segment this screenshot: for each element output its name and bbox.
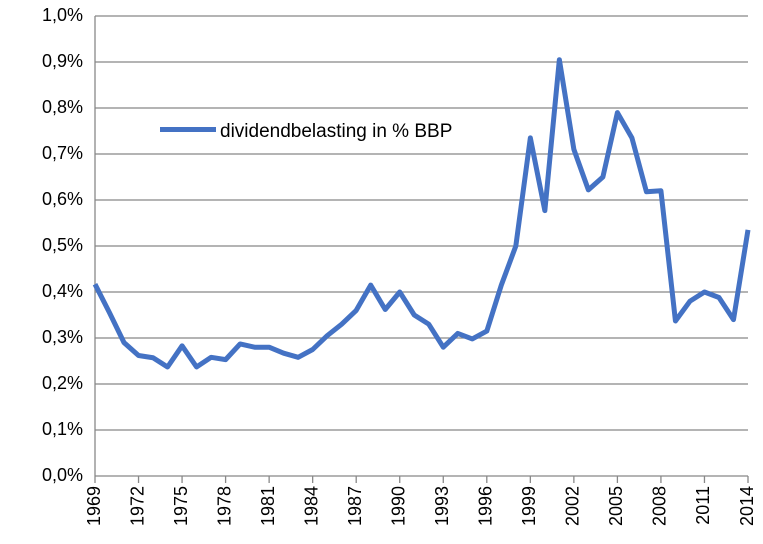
y-tick-label: 0,1% <box>42 419 83 439</box>
x-tick-label: 1969 <box>84 486 104 526</box>
y-tick-label: 0,5% <box>42 235 83 255</box>
y-tick-label: 0,6% <box>42 189 83 209</box>
x-tick-label: 2005 <box>606 486 626 526</box>
x-tick-label: 2002 <box>563 486 583 526</box>
x-tick-label: 1987 <box>345 486 365 526</box>
y-tick-label: 0,0% <box>42 465 83 485</box>
x-tick-label: 1990 <box>388 486 408 526</box>
y-tick-label: 0,9% <box>42 51 83 71</box>
legend-swatch <box>160 127 216 132</box>
x-tick-label: 1975 <box>171 486 191 526</box>
x-tick-label: 1978 <box>214 486 234 526</box>
y-tick-label: 0,3% <box>42 327 83 347</box>
y-tick-label: 0,7% <box>42 143 83 163</box>
x-tick-label: 1996 <box>476 486 496 526</box>
x-tick-label: 1999 <box>519 486 539 526</box>
legend: dividendbelasting in % BBP <box>160 118 470 145</box>
x-tick-label: 1984 <box>301 486 321 526</box>
x-tick-label: 2014 <box>737 486 757 526</box>
x-tick-label: 1981 <box>258 486 278 526</box>
x-tick-label: 1993 <box>432 486 452 526</box>
y-tick-label: 1,0% <box>42 5 83 25</box>
legend-label: dividendbelasting in % BBP <box>220 121 453 142</box>
data-line <box>92 57 751 370</box>
y-tick-label: 0,8% <box>42 97 83 117</box>
x-tick-label: 1972 <box>127 486 147 526</box>
x-tick-label: 2008 <box>650 486 670 526</box>
x-tick-label: 2011 <box>693 486 713 525</box>
y-tick-label: 0,2% <box>42 373 83 393</box>
y-tick-label: 0,4% <box>42 281 83 301</box>
